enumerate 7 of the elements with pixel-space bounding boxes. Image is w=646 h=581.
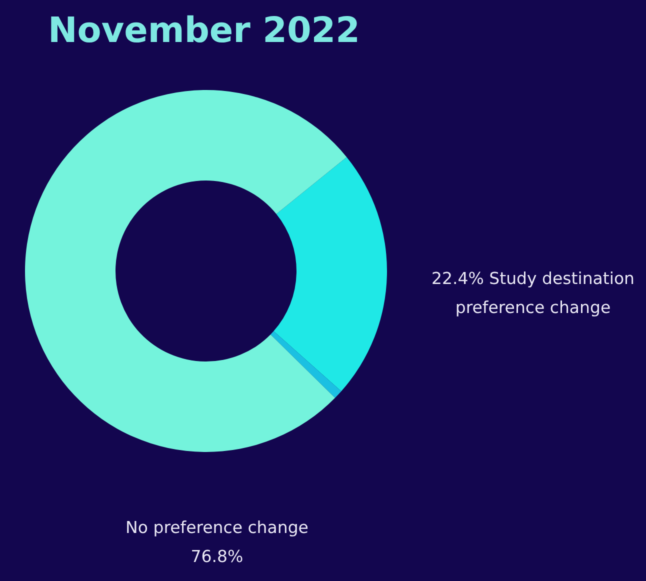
- slice-label: No preference change: [126, 518, 308, 537]
- chart-title: November 2022: [48, 11, 360, 51]
- donut-slice: [274, 157, 387, 392]
- donut-slice: [270, 331, 342, 398]
- data-label: 76.8%: [190, 547, 244, 566]
- donut-slice: [25, 90, 347, 452]
- slice-label: 22.4% Study destination preference change: [432, 269, 634, 317]
